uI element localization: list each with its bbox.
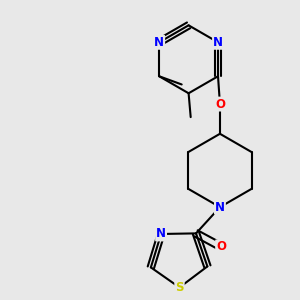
Text: S: S <box>175 281 184 294</box>
Text: N: N <box>156 227 166 241</box>
Text: O: O <box>215 98 225 111</box>
Text: N: N <box>215 201 225 214</box>
Text: N: N <box>213 36 223 49</box>
Text: N: N <box>154 36 164 49</box>
Text: O: O <box>216 240 226 254</box>
